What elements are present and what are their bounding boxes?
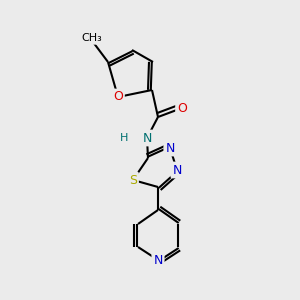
Text: N: N <box>153 254 163 266</box>
Text: N: N <box>165 142 175 154</box>
Text: N: N <box>142 131 152 145</box>
Text: N: N <box>172 164 182 176</box>
Text: H: H <box>120 133 128 143</box>
Text: CH₃: CH₃ <box>82 33 102 43</box>
Text: O: O <box>177 101 187 115</box>
Text: S: S <box>129 173 137 187</box>
Text: O: O <box>113 91 123 103</box>
